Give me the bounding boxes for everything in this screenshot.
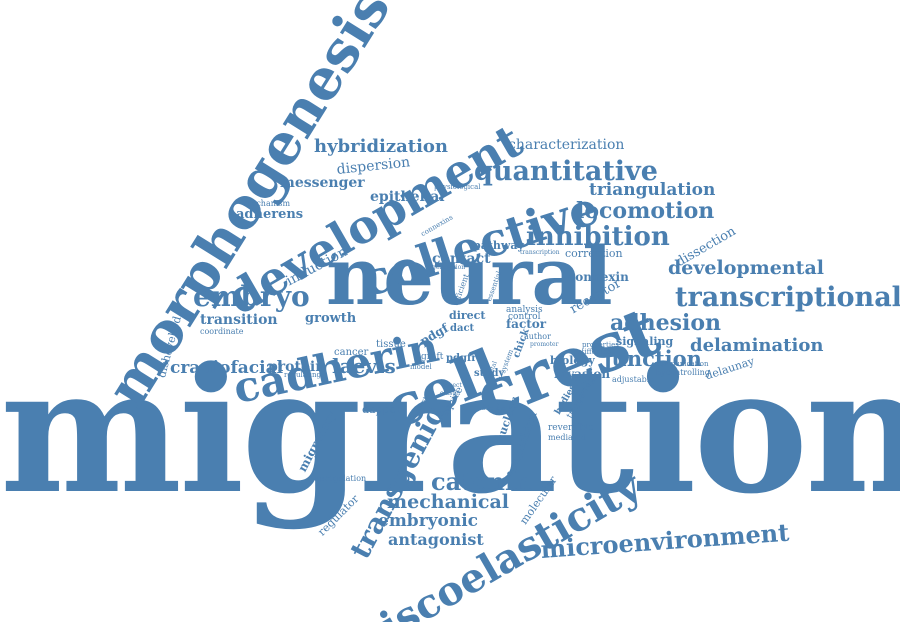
word-biology: biology bbox=[550, 354, 595, 367]
word-invasion: invasion bbox=[554, 367, 611, 381]
word-model: model bbox=[410, 363, 432, 371]
word-embryonic: embryonic bbox=[378, 511, 479, 531]
word-quantitative: quantitative bbox=[474, 156, 658, 187]
word-locomotion: locomotion bbox=[576, 198, 715, 224]
word-adherens: adherens bbox=[236, 207, 304, 222]
word-physiological: physiological bbox=[434, 183, 481, 191]
word-contact: contact bbox=[432, 251, 491, 267]
word-adhesion: adhesion bbox=[610, 310, 722, 336]
word-mediated: mediated bbox=[548, 433, 586, 442]
word-coordinate: coordinate bbox=[200, 327, 244, 336]
word-generation: generation bbox=[432, 264, 466, 271]
word-direct: direct bbox=[449, 309, 486, 322]
word-craniofacial: craniofacial bbox=[170, 358, 284, 378]
word-mechanical: mechanical bbox=[387, 491, 510, 513]
word-transcription: transcription bbox=[520, 249, 560, 256]
word-messenger: messenger bbox=[280, 175, 365, 191]
word-reversible: reversible bbox=[548, 423, 594, 433]
word-pathway: pathway bbox=[473, 239, 524, 252]
word-study: study bbox=[474, 368, 505, 379]
word-cluster: cluster bbox=[440, 390, 462, 397]
word-dapper: dapper bbox=[362, 403, 402, 416]
word-antagonist: antagonist bbox=[388, 530, 484, 549]
word-correction: correction bbox=[565, 247, 623, 260]
word-graft: graft bbox=[421, 352, 444, 362]
word-stiffening: stiffening bbox=[578, 348, 612, 356]
word-characterization: characterization bbox=[508, 137, 625, 153]
word-mechanism: mechanism bbox=[244, 199, 291, 208]
word-connexin: connexin bbox=[568, 270, 629, 284]
word-bycontrolling: bycontrolling bbox=[656, 368, 710, 377]
word-junction: junction bbox=[604, 346, 702, 371]
word-epithelial: epithelial bbox=[370, 189, 445, 205]
word-aspect: aspect bbox=[442, 382, 462, 389]
word-migrate: migrate bbox=[482, 405, 506, 412]
word-pdgfr: pdgfr bbox=[446, 353, 477, 364]
word-analysis: analysis bbox=[506, 305, 543, 315]
word-author: author bbox=[524, 332, 551, 341]
word-inhibition: inhibition bbox=[526, 222, 670, 252]
word-control: control bbox=[508, 312, 541, 322]
word-properties: properties bbox=[582, 341, 619, 349]
word-growth: growth bbox=[305, 311, 357, 326]
word-tissue: tissue bbox=[376, 339, 406, 350]
word-upregulation: upregulation bbox=[314, 474, 367, 483]
word-communication: communication bbox=[654, 360, 709, 368]
word-catenin: catenin bbox=[431, 467, 532, 496]
word-promoter: promoter bbox=[530, 341, 559, 348]
word-delamination: delamination bbox=[690, 335, 824, 356]
word-cancer: cancer bbox=[334, 347, 369, 358]
word-transcriptional: transcriptional bbox=[675, 282, 900, 313]
word-adjustable: adjustable bbox=[612, 375, 655, 384]
word-developmental: developmental bbox=[668, 257, 824, 279]
word-factor: factor bbox=[506, 317, 547, 331]
word-protein: protein bbox=[268, 359, 326, 375]
word-signaling: signaling bbox=[616, 335, 674, 348]
word-regulating: regulating bbox=[284, 371, 321, 379]
word-dact: dact bbox=[450, 323, 475, 334]
word-embryo: embryo bbox=[193, 280, 310, 313]
word-transition: transition bbox=[200, 312, 278, 328]
word-laevis: laevis bbox=[332, 354, 396, 378]
word-triangulation: triangulation bbox=[589, 180, 716, 200]
word-neural: neural bbox=[326, 229, 613, 323]
word-migration: migration bbox=[0, 329, 900, 532]
word-hybridization: hybridization bbox=[314, 136, 449, 157]
